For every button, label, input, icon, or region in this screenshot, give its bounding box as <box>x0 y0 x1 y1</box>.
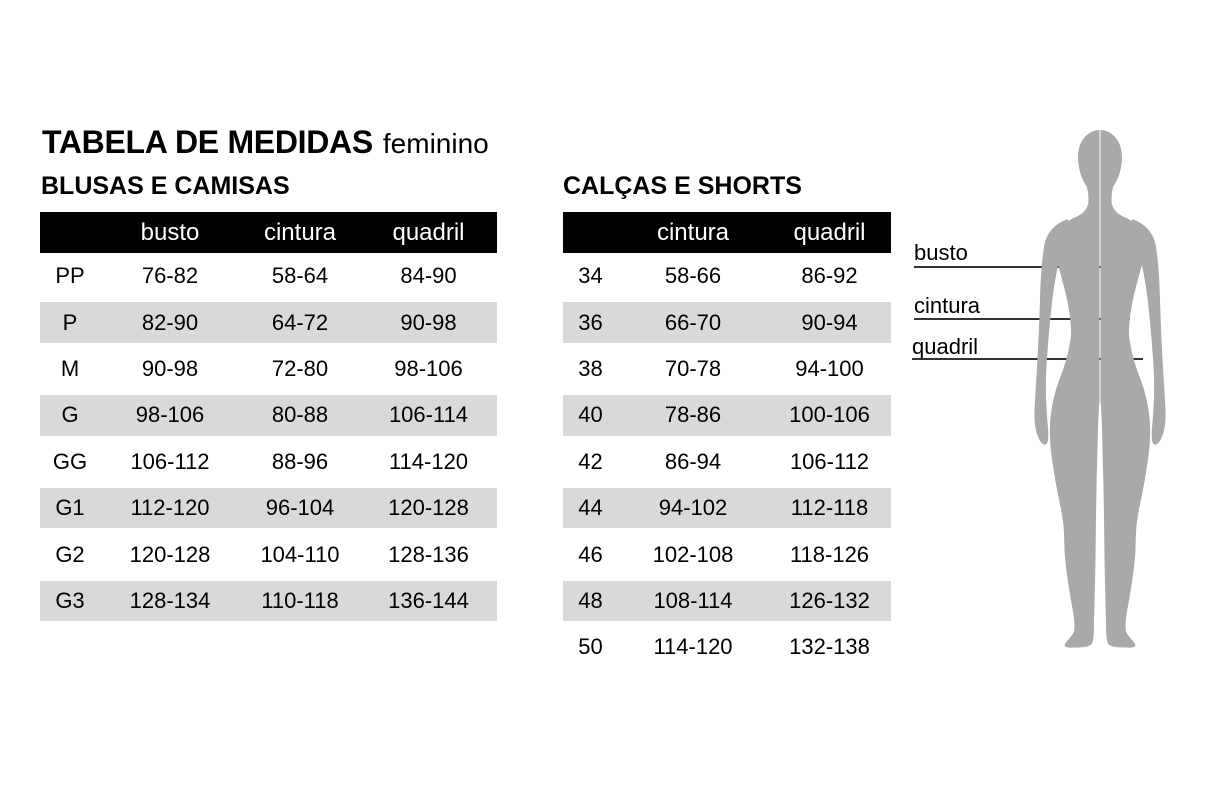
cintura-value: 66-70 <box>664 309 722 335</box>
cintura-value: 58-66 <box>664 263 722 289</box>
size-label: G1 <box>55 495 85 521</box>
figure-label-busto: busto <box>914 240 968 265</box>
busto-value: 76-82 <box>141 263 199 289</box>
size-label: 36 <box>578 309 603 335</box>
table-row: G3 128-134 110-118 136-144 <box>40 578 497 624</box>
quadril-value: 114-120 <box>388 448 469 474</box>
cintura-value: 72-80 <box>271 355 329 381</box>
cintura-value: 114-120 <box>653 634 733 660</box>
busto-measure-line <box>914 266 1141 268</box>
quadril-value: 100-106 <box>789 402 870 428</box>
size-label: M <box>60 355 80 381</box>
size-label: 40 <box>578 402 603 428</box>
table-row: 44 94-102 112-118 <box>563 485 891 531</box>
cintura-measure-line <box>914 318 1130 320</box>
cintura-value: 108-114 <box>653 587 733 613</box>
quadril-value: 128-136 <box>388 541 469 567</box>
table-row: GG 106-112 88-96 114-120 <box>40 439 497 485</box>
table-row: 34 58-66 86-92 <box>563 253 891 299</box>
quadril-value: 94-100 <box>795 355 864 381</box>
cintura-value: 96-104 <box>265 495 335 521</box>
column-header-quadril: quadril <box>392 218 465 246</box>
table-row: 50 114-120 132-138 <box>563 624 891 670</box>
quadril-value: 118-126 <box>789 541 870 567</box>
busto-value: 120-128 <box>129 541 211 567</box>
column-header-cintura: cintura <box>656 218 730 246</box>
quadril-value: 90-98 <box>400 309 457 335</box>
size-label: P <box>62 309 78 335</box>
table-row: 36 66-70 90-94 <box>563 299 891 345</box>
table-row: G1 112-120 96-104 120-128 <box>40 485 497 531</box>
cintura-value: 64-72 <box>271 309 329 335</box>
female-body-silhouette <box>1034 130 1166 648</box>
size-label: 38 <box>578 355 603 381</box>
cintura-value: 102-108 <box>652 541 734 567</box>
cintura-value: 110-118 <box>261 587 339 613</box>
cintura-value: 86-94 <box>664 448 722 474</box>
size-label: 42 <box>578 448 603 474</box>
cintura-value: 104-110 <box>260 541 340 567</box>
section-title-blusas: BLUSAS E CAMISAS <box>41 172 290 200</box>
size-label: 34 <box>578 263 603 289</box>
column-header-busto: busto <box>140 218 200 246</box>
page-title: TABELA DE MEDIDAS <box>42 124 373 160</box>
busto-value: 98-106 <box>135 402 205 428</box>
cintura-value: 70-78 <box>664 355 722 381</box>
busto-value: 128-134 <box>129 587 211 613</box>
table-row: G 98-106 80-88 106-114 <box>40 392 497 438</box>
quadril-measure-line <box>912 358 1143 360</box>
quadril-value: 84-90 <box>400 263 457 289</box>
busto-value: 112-120 <box>130 495 210 521</box>
quadril-value: 120-128 <box>388 495 469 521</box>
table-row: M 90-98 72-80 98-106 <box>40 346 497 392</box>
calcas-table-header: cintura quadril <box>563 212 891 253</box>
blusas-table-header: busto cintura quadril <box>40 212 497 253</box>
cintura-value: 80-88 <box>271 402 329 428</box>
page-subtitle: feminino <box>382 128 489 159</box>
size-label: G3 <box>55 587 85 613</box>
table-row: 42 86-94 106-112 <box>563 439 891 485</box>
quadril-value: 132-138 <box>789 634 870 660</box>
table-row: 46 102-108 118-126 <box>563 531 891 577</box>
size-label: 48 <box>578 587 603 613</box>
size-label: GG <box>52 448 88 474</box>
page-header: TABELA DE MEDIDAS feminino <box>42 124 489 161</box>
size-label: G <box>61 402 79 428</box>
quadril-value: 90-94 <box>801 309 858 335</box>
table-row: P 82-90 64-72 90-98 <box>40 299 497 345</box>
figure-label-quadril: quadril <box>912 334 979 359</box>
size-label: 50 <box>578 634 603 660</box>
quadril-value: 126-132 <box>789 587 870 613</box>
quadril-value: 86-92 <box>801 263 858 289</box>
busto-value: 90-98 <box>141 355 199 381</box>
cintura-value: 58-64 <box>271 263 329 289</box>
table-row: G2 120-128 104-110 128-136 <box>40 531 497 577</box>
table-row: 38 70-78 94-100 <box>563 346 891 392</box>
cintura-value: 78-86 <box>664 402 722 428</box>
size-label: 46 <box>578 541 603 567</box>
blusas-table: busto cintura quadril PP 76-82 58-64 84-… <box>40 212 497 624</box>
figure-label-cintura: cintura <box>914 293 981 318</box>
calcas-table: cintura quadril 34 58-66 86-92 36 66-70 … <box>563 212 891 671</box>
busto-value: 82-90 <box>141 309 199 335</box>
size-label: G2 <box>55 541 85 567</box>
column-header-quadril: quadril <box>793 218 866 246</box>
table-row: PP 76-82 58-64 84-90 <box>40 253 497 299</box>
cintura-value: 88-96 <box>271 448 329 474</box>
quadril-value: 98-106 <box>394 355 463 381</box>
size-label: PP <box>55 263 85 289</box>
table-row: 40 78-86 100-106 <box>563 392 891 438</box>
table-row: 48 108-114 126-132 <box>563 578 891 624</box>
quadril-value: 106-112 <box>789 448 870 474</box>
quadril-value: 136-144 <box>388 587 469 613</box>
cintura-value: 94-102 <box>658 495 728 521</box>
busto-value: 106-112 <box>130 448 210 474</box>
column-header-cintura: cintura <box>263 218 337 246</box>
quadril-value: 106-114 <box>388 402 469 428</box>
section-title-calcas: CALÇAS E SHORTS <box>563 172 802 200</box>
size-label: 44 <box>578 495 603 521</box>
quadril-value: 112-118 <box>790 495 869 521</box>
